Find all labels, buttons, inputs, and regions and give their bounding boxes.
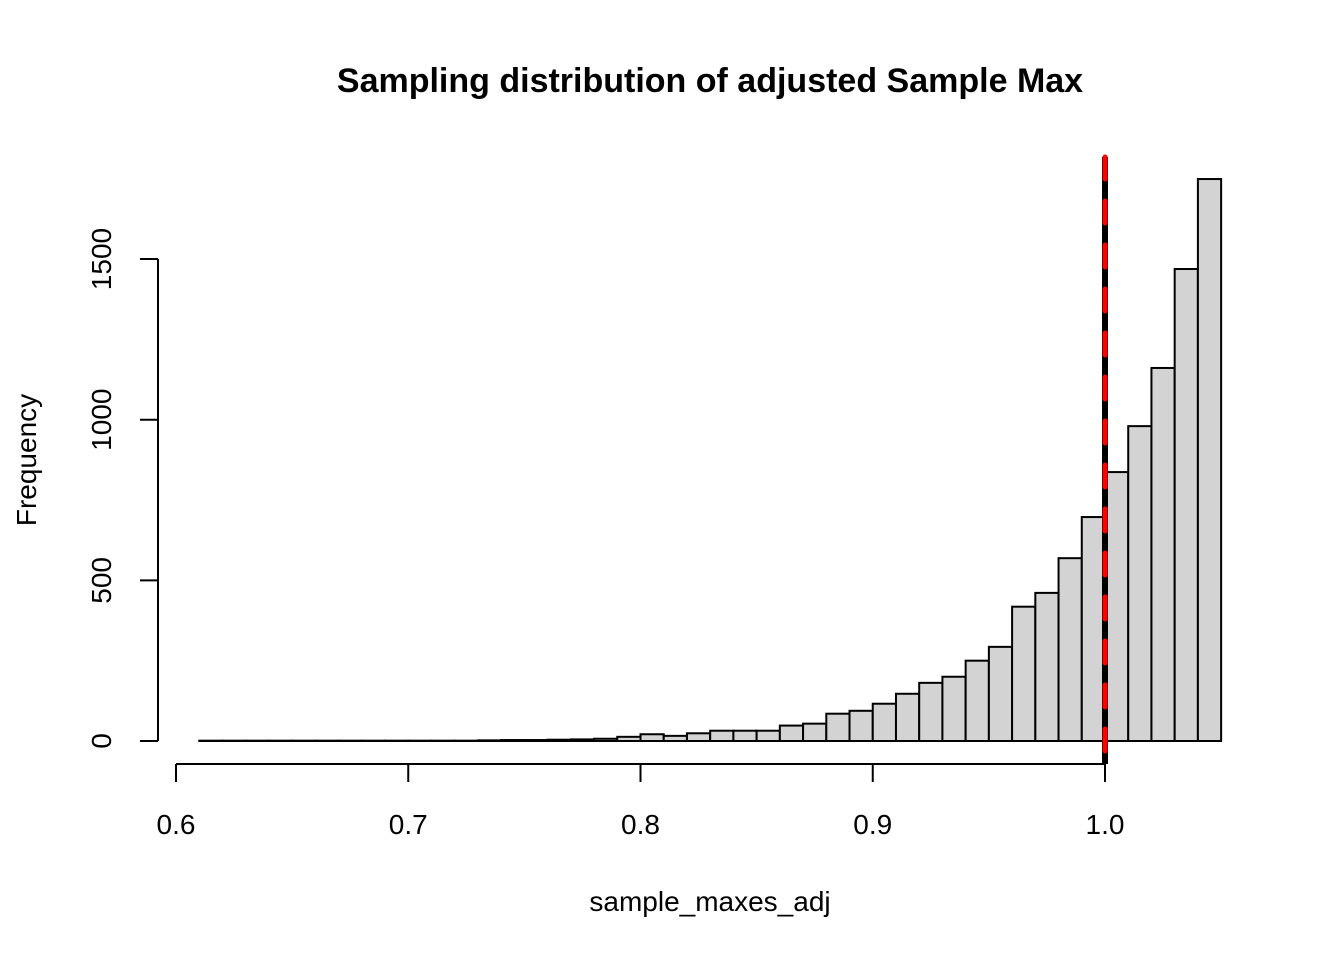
histogram-bar: [732, 729, 758, 742]
histogram-bar: [1034, 591, 1060, 742]
x-axis: 0.6 0.7 0.8 0.9 1.0: [157, 763, 1125, 840]
histogram-bar: [685, 732, 712, 743]
histogram-bar: [662, 734, 688, 742]
x-tick-label: 0.7: [389, 809, 428, 840]
histogram-bar: [871, 702, 897, 742]
histogram-bar: [848, 709, 874, 742]
y-tick-label: 1500: [86, 228, 117, 290]
histogram-bar: [569, 738, 596, 742]
histogram-bar: [802, 722, 828, 742]
histogram-bar: [593, 737, 619, 743]
histogram-bar: [894, 692, 921, 743]
histogram-bar: [1104, 471, 1130, 742]
histogram-bar: [546, 738, 572, 742]
histogram-bar: [1173, 268, 1199, 742]
histogram-bar: [918, 681, 944, 743]
histogram-bar: [825, 712, 851, 743]
histogram-bar: [778, 724, 805, 742]
histogram-bar: [987, 645, 1014, 742]
y-tick-label: 1000: [86, 389, 117, 451]
x-tick-label: 0.9: [853, 809, 892, 840]
y-tick-label: 0: [86, 733, 117, 749]
x-tick-label: 1.0: [1086, 809, 1125, 840]
histogram-bar: [941, 675, 967, 742]
y-tick-label: 500: [86, 557, 117, 604]
histogram-bar: [476, 739, 503, 743]
histogram-bar: [1057, 557, 1083, 742]
histogram-bar: [1150, 366, 1176, 742]
histogram-bar: [1011, 605, 1037, 742]
histogram-bar: [639, 733, 665, 742]
y-axis-label: Frequency: [11, 394, 42, 526]
histogram-bar: [964, 659, 990, 742]
histogram-bar: [1196, 178, 1223, 742]
histogram-bar: [1080, 516, 1107, 742]
y-axis: 0 500 1000 1500: [86, 228, 159, 749]
histogram-bar: [523, 739, 549, 742]
x-tick-label: 0.8: [621, 809, 660, 840]
x-tick-label: 0.6: [157, 809, 196, 840]
histogram-bar: [709, 729, 735, 742]
histogram-bar: [616, 735, 642, 743]
chart-title: Sampling distribution of adjusted Sample…: [337, 62, 1083, 100]
histogram-bar: [755, 729, 781, 742]
histogram-bar: [1127, 425, 1153, 742]
histogram-bar: [500, 739, 526, 742]
x-axis-label: sample_maxes_adj: [589, 886, 830, 917]
bars-group: [198, 178, 1223, 743]
